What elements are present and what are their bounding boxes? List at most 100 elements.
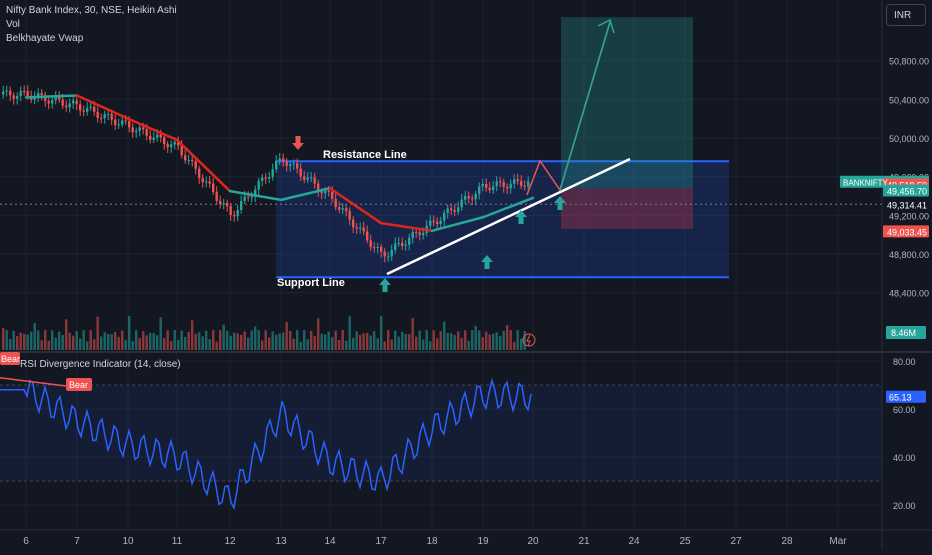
volume-bar xyxy=(201,336,204,350)
bear-badge[interactable] xyxy=(0,352,20,365)
candle-body xyxy=(320,191,323,194)
volume-bar xyxy=(334,330,337,350)
volume-bar xyxy=(408,334,411,350)
volume-bar xyxy=(422,339,425,350)
candle-body xyxy=(282,158,285,162)
volume-bar xyxy=(366,332,369,350)
price-label-tag[interactable] xyxy=(883,225,929,238)
volume-bar xyxy=(478,330,481,350)
indicator-title[interactable]: RSI Divergence Indicator (14, close) xyxy=(20,359,181,370)
legend-symbol[interactable]: Nifty Bank Index, 30, NSE, Heikin Ashi xyxy=(6,5,177,16)
volume-tag[interactable] xyxy=(886,326,926,339)
candle-body xyxy=(226,203,229,207)
volume-bar xyxy=(299,341,302,350)
candle-body xyxy=(93,106,96,112)
volume-bar xyxy=(341,330,344,350)
symbol-tag-text: BANKNIFTY xyxy=(843,179,889,188)
legend-vwap[interactable]: Belkhayate Vwap xyxy=(6,33,84,44)
volume-bar xyxy=(404,334,407,350)
bear-badge-label: Bear xyxy=(69,380,88,390)
volume-bar xyxy=(506,325,509,350)
time-tick-label: 25 xyxy=(679,536,691,547)
time-tick-label: 18 xyxy=(426,536,438,547)
rsi-line[interactable] xyxy=(0,377,532,511)
projection-target-path[interactable] xyxy=(559,21,611,191)
rsi-tick-label: 80.00 xyxy=(893,357,916,367)
volume-bar xyxy=(296,330,299,350)
volume-bar xyxy=(75,331,78,350)
candle-body xyxy=(471,198,474,200)
candle-body xyxy=(439,220,442,225)
time-tick-label: 14 xyxy=(324,536,336,547)
legend-vol[interactable]: Vol xyxy=(6,19,20,30)
volume-bar xyxy=(446,332,449,350)
volume-bar xyxy=(310,330,313,350)
price-label-tag[interactable] xyxy=(883,184,929,197)
currency-label: INR xyxy=(894,9,912,21)
candle-body xyxy=(271,169,274,178)
resistance-label: Resistance Line xyxy=(323,149,407,161)
volume-bar xyxy=(254,326,257,350)
candle-body xyxy=(100,117,103,119)
candle-body xyxy=(516,179,519,182)
candle-body xyxy=(51,100,54,104)
candle-body xyxy=(198,168,201,179)
volume-bar xyxy=(166,330,169,350)
volume-bar xyxy=(324,334,327,350)
price-label-tag[interactable] xyxy=(883,198,929,211)
candle-body xyxy=(208,181,211,184)
price-tick-label: 49,200.00 xyxy=(889,211,929,221)
candle-body xyxy=(173,141,176,145)
bear-badge[interactable] xyxy=(66,378,92,391)
stop-zone[interactable] xyxy=(561,188,693,229)
volume-bar xyxy=(376,338,379,350)
candle-body xyxy=(243,196,246,201)
price-label-text: 49,033.45 xyxy=(887,227,927,237)
vwap-segment xyxy=(75,94,130,120)
volume-bar xyxy=(289,330,292,350)
candle-body xyxy=(233,215,236,217)
volume-bar xyxy=(114,331,117,350)
volume-bar xyxy=(383,341,386,350)
ascending-trendline[interactable] xyxy=(386,157,631,276)
candle-body xyxy=(247,196,250,198)
volume-bar xyxy=(219,330,222,350)
rsi-tick-label: 60.00 xyxy=(893,405,916,415)
volume-bar xyxy=(471,330,474,350)
candle-body xyxy=(23,91,26,93)
target-zone[interactable] xyxy=(561,17,693,189)
candle-body xyxy=(278,158,281,161)
volume-bar xyxy=(418,330,421,350)
volume-bar xyxy=(187,331,190,350)
volume-bar xyxy=(173,330,176,350)
volume-bar xyxy=(359,335,362,350)
candle-body xyxy=(488,187,491,191)
rsi-value-tag[interactable] xyxy=(886,390,926,403)
currency-selector[interactable]: INR xyxy=(886,4,926,26)
volume-bar xyxy=(264,330,267,350)
candle-body xyxy=(411,231,414,238)
candle-body xyxy=(47,100,50,104)
candle-body xyxy=(397,242,400,244)
candle-body xyxy=(219,200,222,204)
candle-body xyxy=(390,249,393,257)
volume-bar xyxy=(58,331,61,350)
volume-bar xyxy=(215,341,218,350)
candle-body xyxy=(58,96,61,100)
candle-body xyxy=(75,100,78,105)
symbol-tag[interactable] xyxy=(840,175,883,188)
candle-body xyxy=(149,135,152,140)
volume-bar xyxy=(443,321,446,350)
volume-bar xyxy=(82,330,85,350)
volume-bar xyxy=(128,316,131,350)
candle-body xyxy=(177,141,180,146)
candle-body xyxy=(394,243,397,250)
flash-icon[interactable] xyxy=(522,333,536,347)
volume-bar xyxy=(278,333,281,350)
candle-body xyxy=(89,106,92,108)
candle-body xyxy=(383,251,386,257)
volume-bar xyxy=(16,336,19,350)
volume-bar xyxy=(369,335,372,350)
